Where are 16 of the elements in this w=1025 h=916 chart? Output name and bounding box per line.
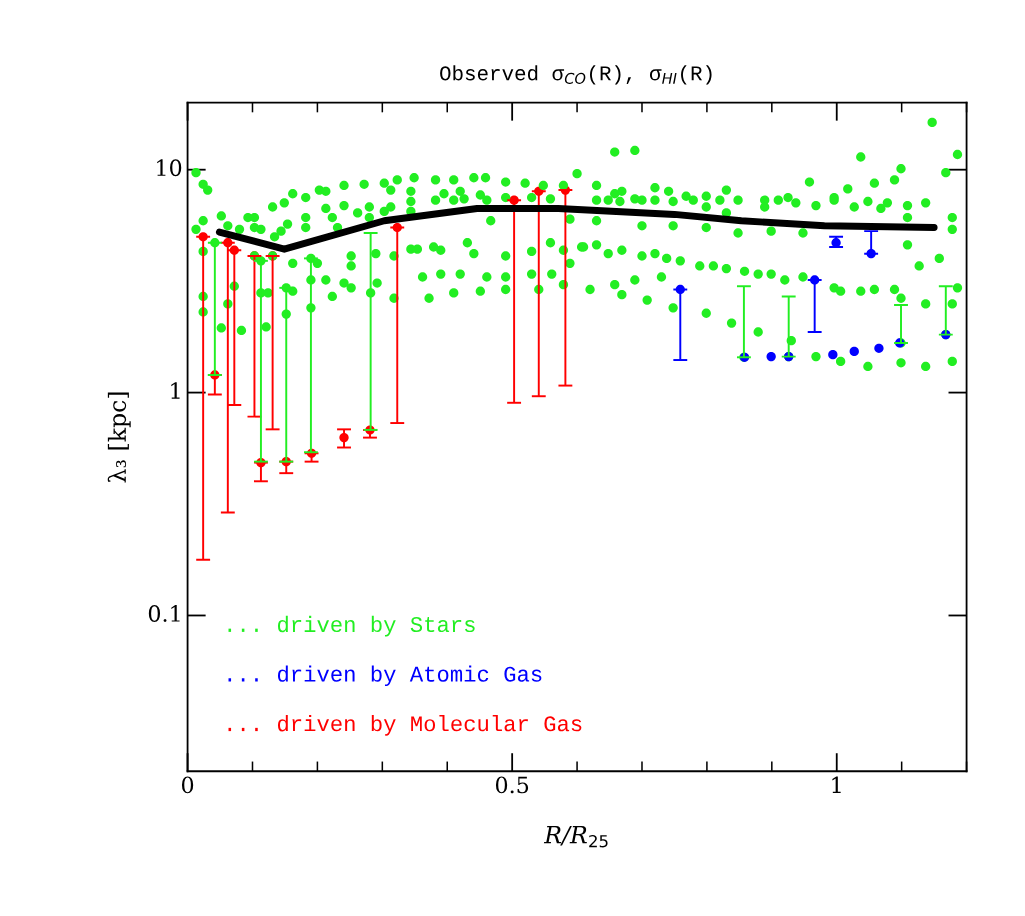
y-tick-label: 10: [157, 159, 182, 177]
point: [849, 346, 859, 357]
x-tick-label: 0: [181, 776, 194, 794]
text: ... driven by Stars: [228, 615, 475, 637]
x-tick-label: 1: [832, 776, 841, 794]
y-axis-title: λ₃ [kpc]: [107, 392, 131, 483]
x-tick-label: 0.5: [495, 776, 529, 794]
y-tick-label: 0.1: [148, 605, 180, 622]
text: ... driven by Molecular Gas: [228, 715, 582, 736]
y-tick-label: 1: [171, 382, 180, 399]
x-axis-title: R/R$_{25}$: [543, 826, 608, 848]
point: [874, 343, 884, 353]
point: [828, 349, 838, 360]
chart-title: Observed σ$_{CO}$(R), σ$_{HI}$(R): [440, 65, 712, 85]
text: ... driven by Atomic Gas: [228, 665, 542, 687]
point: [766, 351, 776, 362]
